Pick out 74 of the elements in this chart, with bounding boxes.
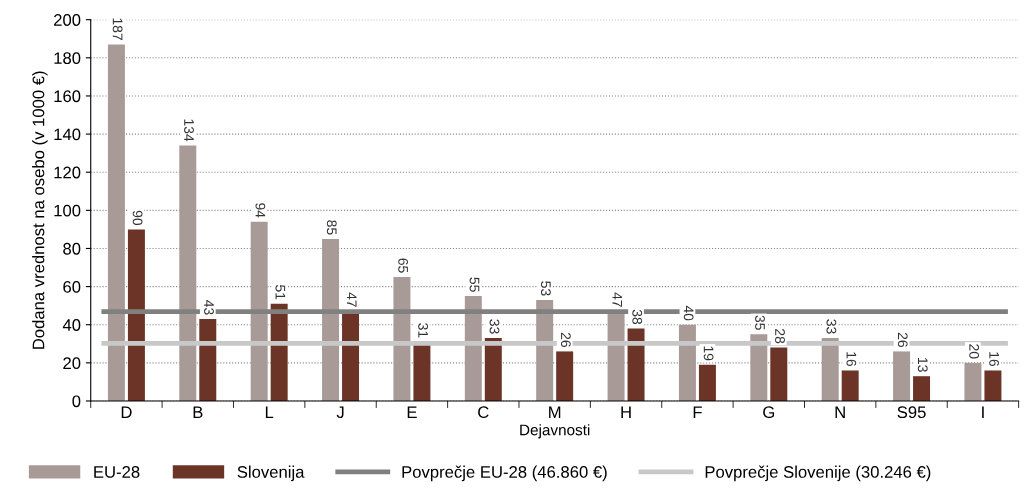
bar <box>821 338 839 401</box>
data-label: 38 <box>632 309 643 325</box>
data-label: 31 <box>418 323 429 338</box>
data-label: 19 <box>703 346 714 361</box>
bar <box>678 324 696 401</box>
x-tick-label: L <box>265 406 274 418</box>
data-label: 94 <box>255 203 266 218</box>
x-axis-title: Dejavnosti <box>520 424 590 439</box>
y-tick-label: 80 <box>63 242 81 255</box>
data-label: 33 <box>826 319 837 334</box>
data-label: 13 <box>917 357 928 372</box>
bar <box>556 351 574 401</box>
y-tick-label: 40 <box>62 319 81 331</box>
data-label: 65 <box>398 258 409 273</box>
bar <box>107 44 125 401</box>
data-label: 26 <box>897 332 908 347</box>
bar <box>342 311 360 401</box>
y-tick-label: 200 <box>54 14 81 26</box>
data-label: 40 <box>683 305 694 321</box>
data-label: 16 <box>989 352 1000 367</box>
bar <box>913 376 931 401</box>
bar <box>984 370 1002 401</box>
x-tick-label: B <box>193 406 203 418</box>
data-label: 28 <box>775 329 785 344</box>
legend-label: EU-28 <box>94 466 140 478</box>
bar <box>893 351 911 401</box>
data-label: 47 <box>346 292 357 307</box>
bar <box>750 334 768 401</box>
y-tick-label: 140 <box>54 128 81 141</box>
x-tick-label: I <box>982 406 984 418</box>
data-label: 26 <box>560 332 571 347</box>
legend-label: Povprečje Slovenije (30.246 €) <box>705 465 931 482</box>
y-tick-label: 120 <box>54 166 81 179</box>
y-tick-label: 100 <box>54 204 81 217</box>
bar <box>393 277 411 401</box>
data-label: 47 <box>612 292 623 307</box>
bar <box>607 311 625 401</box>
x-tick-label: E <box>407 406 417 418</box>
legend-label: Slovenija <box>237 465 305 482</box>
bar <box>250 221 268 401</box>
bar <box>127 229 145 401</box>
bar <box>199 319 217 401</box>
x-tick-label: C <box>478 406 489 419</box>
y-tick-label: 20 <box>63 357 81 370</box>
data-label: 85 <box>326 220 337 235</box>
x-tick-label: S95 <box>897 406 926 419</box>
data-label: 20 <box>969 344 980 359</box>
data-label: 33 <box>489 319 500 334</box>
x-tick-label: D <box>121 406 132 418</box>
bar <box>841 370 859 401</box>
data-label: 16 <box>846 352 857 367</box>
x-tick-label: N <box>835 406 845 418</box>
x-tick-label: J <box>336 406 344 419</box>
data-label: 55 <box>469 277 480 292</box>
bar <box>179 145 197 401</box>
y-tick-label: 0 <box>72 395 81 408</box>
data-label: 134 <box>184 119 194 142</box>
x-tick-label: H <box>621 406 631 418</box>
data-label: 35 <box>755 315 765 330</box>
data-label: 43 <box>204 300 214 315</box>
y-tick-label: 160 <box>54 90 81 103</box>
legend-label: Povprečje EU-28 (46.860 €) <box>402 465 607 482</box>
y-tick-label: 60 <box>63 280 81 293</box>
y-axis-title: Dodana vrednost na osebo (v 1000 €) <box>32 71 48 349</box>
data-label: 51 <box>275 285 286 300</box>
data-label: 53 <box>540 281 551 296</box>
bar <box>484 338 502 401</box>
x-tick-label: F <box>693 406 702 418</box>
y-tick-label: 180 <box>54 52 81 65</box>
bar <box>964 362 982 401</box>
data-label: 187 <box>112 18 123 40</box>
x-tick-label: G <box>763 406 775 419</box>
x-tick-label: M <box>549 406 561 418</box>
data-label: 90 <box>132 210 143 226</box>
